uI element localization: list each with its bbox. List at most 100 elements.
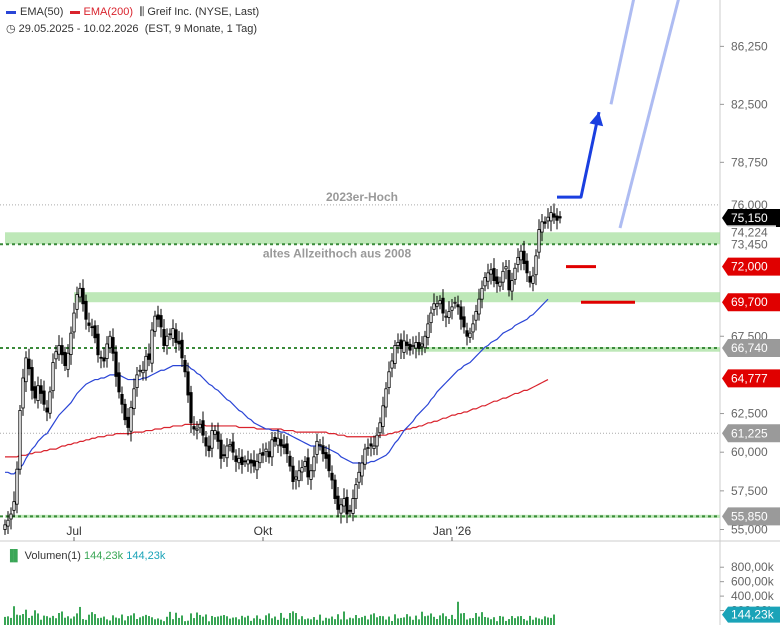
volume-bar-176 (532, 619, 534, 625)
candle-69 (210, 422, 214, 458)
candle-26 (81, 279, 85, 312)
candle-104 (315, 433, 319, 464)
candle-body (348, 509, 352, 512)
volume-tick-label: 800,00k (731, 560, 775, 574)
candle-body (528, 276, 532, 283)
price-tag-text: 72,000 (731, 260, 768, 274)
volume-bar-114 (346, 619, 348, 625)
candle-87 (264, 442, 268, 462)
candle-body (438, 300, 442, 305)
candle-body (369, 443, 373, 447)
volume-tag-box (722, 606, 780, 623)
candle-71 (216, 422, 220, 450)
price-tag-1: 75,150 (722, 208, 780, 227)
candle-body (147, 353, 151, 360)
candle-body (279, 439, 283, 447)
candle-body (51, 362, 55, 392)
candle-body (9, 513, 13, 520)
volume-bar-35 (109, 620, 111, 625)
candle-body (354, 484, 358, 499)
candle-158 (477, 288, 481, 321)
volume-bar-25 (79, 606, 81, 625)
candle-body (48, 391, 52, 414)
candle-body (102, 357, 106, 362)
volume-bars-icon: ▐▌ (6, 550, 22, 562)
volume-bar-151 (457, 601, 459, 625)
candle-body (225, 445, 229, 459)
candle-132 (399, 333, 403, 359)
candle-95 (288, 450, 292, 472)
candle-23 (72, 302, 76, 339)
candle-body (429, 312, 433, 324)
candle-53 (162, 319, 166, 353)
candle-body (198, 423, 202, 429)
candle-body (183, 359, 187, 373)
candle-129 (390, 353, 394, 378)
volume-bar-81 (247, 615, 249, 625)
candle-114 (345, 489, 349, 524)
candle-body (342, 498, 346, 507)
candle-155 (468, 327, 472, 343)
price-tag-text: 69,700 (731, 295, 768, 309)
candle-136 (411, 336, 415, 355)
candle-body (63, 351, 67, 367)
candle-body (426, 323, 430, 338)
candle-179 (540, 213, 544, 242)
volume-bar-65 (199, 614, 201, 625)
candle-103 (312, 446, 316, 478)
candle-body (543, 221, 547, 224)
volume-bar-55 (169, 611, 171, 625)
y-tick-label: 82,500 (731, 97, 768, 111)
candle-51 (156, 305, 160, 328)
candle-181 (546, 208, 550, 229)
candle-125 (378, 417, 382, 439)
candle-6 (21, 368, 25, 416)
volume-bar-22 (70, 618, 72, 625)
price-tag-7: 64,777 (722, 369, 780, 388)
candle-body (513, 267, 517, 280)
volume-bar-154 (466, 619, 468, 625)
candle-body (297, 470, 301, 482)
candle-body (249, 459, 253, 464)
volume-bar-30 (94, 614, 96, 625)
candle-94 (285, 435, 289, 463)
projection-arrow-light-1 (609, 0, 636, 105)
volume-bar-40 (124, 620, 126, 625)
annotation-allzeithoch-2008: altes Allzeithoch aus 2008 (263, 246, 412, 260)
volume-bar-36 (112, 615, 114, 625)
candle-74 (225, 438, 229, 467)
volume-bar-143 (433, 616, 435, 625)
volume-bar-178 (538, 618, 540, 625)
volume-bar-46 (142, 616, 144, 625)
candle-161 (486, 263, 490, 290)
volume-bar-5 (19, 615, 21, 625)
volume-bar-60 (184, 621, 186, 625)
candle-18 (57, 335, 61, 361)
volume-bar-77 (235, 617, 237, 625)
volume-bar-101 (307, 618, 309, 625)
volume-bar-19 (61, 611, 63, 625)
candle-body (264, 448, 268, 452)
volume-bar-56 (172, 619, 174, 625)
candle-84 (255, 453, 259, 479)
candle-body (84, 300, 88, 320)
candle-body (462, 316, 466, 328)
volume-bar-31 (97, 618, 99, 625)
candle-body (123, 403, 127, 421)
volume-bar-104 (316, 619, 318, 625)
volume-bar-71 (217, 616, 219, 625)
arrow-shaft (557, 111, 601, 199)
volume-bar-84 (256, 615, 258, 625)
volume-bar-29 (91, 612, 93, 625)
candle-2 (9, 507, 13, 530)
candle-81 (246, 450, 250, 472)
volume-bar-47 (145, 614, 147, 625)
candle-body (501, 270, 505, 283)
candle-56 (171, 319, 175, 347)
candle-111 (336, 486, 340, 518)
candle-140 (423, 330, 427, 354)
volume-bar-138 (418, 619, 420, 625)
volume-bar-61 (187, 620, 189, 625)
candle-113 (342, 488, 346, 513)
candle-body (384, 388, 388, 408)
